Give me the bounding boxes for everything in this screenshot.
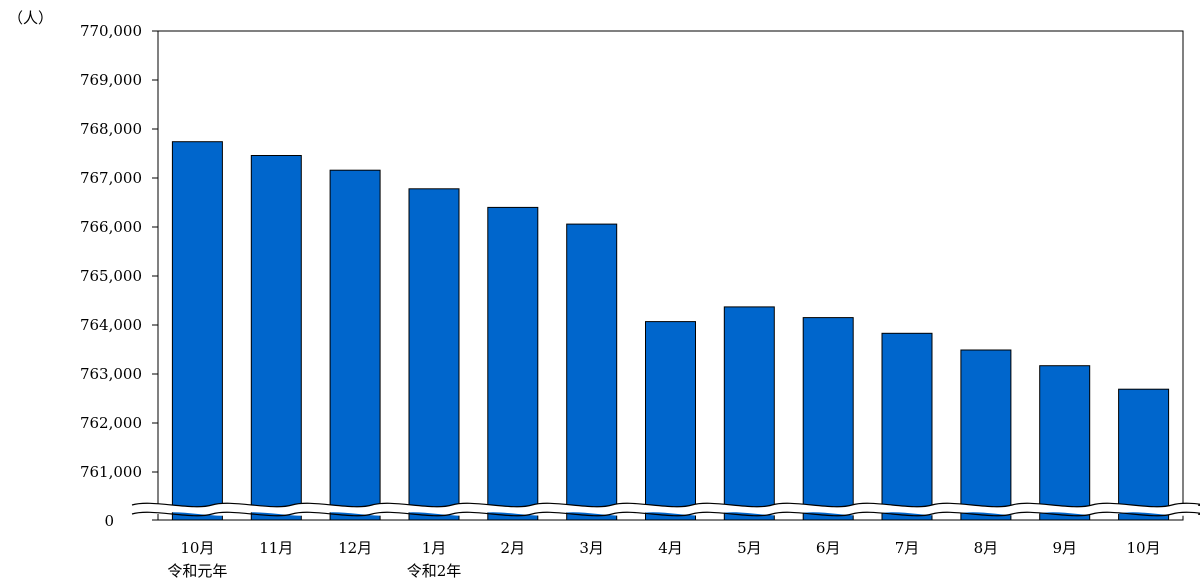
bar-1: [171, 141, 223, 521]
bar-4: [408, 188, 460, 521]
y-axis-ticks: 770,000 769,000 768,000 767,000 766,000 765,0…: [80, 22, 158, 521]
y-tick-label: 770,000: [80, 22, 142, 40]
bar-8: [723, 306, 775, 521]
y-tick-label: 768,000: [80, 120, 142, 138]
x-category-label: 3月: [579, 539, 604, 557]
bar-12: [1039, 365, 1091, 521]
y-tick-label: 769,000: [80, 71, 142, 89]
bar-5: [487, 206, 539, 521]
bar-11: [960, 349, 1012, 521]
x-year-label: 令和2年: [407, 562, 462, 580]
x-category-label: 2月: [501, 539, 526, 557]
bar-9: [802, 317, 854, 521]
y-tick-label: 766,000: [80, 218, 142, 236]
x-category-label: 8月: [974, 539, 999, 557]
y-tick-label: 763,000: [80, 365, 142, 383]
x-category-label: 6月: [816, 539, 841, 557]
x-year-label: 令和元年: [167, 562, 227, 580]
bar-10: [881, 332, 933, 521]
y-tick-label: 767,000: [80, 169, 142, 187]
axis-break-line-lower: [131, 511, 1200, 517]
y-tick-label: 761,000: [80, 463, 142, 481]
bar-7: [645, 321, 696, 521]
y-tick-label: 762,000: [80, 414, 142, 432]
y-tick-label: 764,000: [80, 316, 142, 334]
axis-break-mark: [118, 502, 1200, 517]
x-category-label: 12月: [338, 539, 372, 557]
x-category-label: 5月: [737, 539, 762, 557]
y-axis-unit-label: （人）: [8, 9, 53, 27]
bar-13: [1118, 388, 1170, 521]
x-category-label: 11月: [259, 539, 293, 557]
y-tick-label: 765,000: [80, 267, 142, 285]
x-category-label: 7月: [895, 539, 920, 557]
x-category-label: 1月: [422, 539, 447, 557]
axis-break-line-upper: [131, 502, 1200, 508]
bar-3: [329, 169, 381, 521]
x-category-label: 9月: [1052, 539, 1077, 557]
bar-6: [566, 223, 618, 521]
x-category-label: 4月: [658, 539, 683, 557]
bar-series: [171, 141, 1170, 521]
bar-2: [250, 155, 302, 521]
y-axis-zero-label: 0: [104, 512, 114, 530]
x-category-label: 10月: [180, 539, 214, 557]
plot-area-frame: [157, 30, 1184, 521]
x-category-label: 10月: [1127, 539, 1161, 557]
